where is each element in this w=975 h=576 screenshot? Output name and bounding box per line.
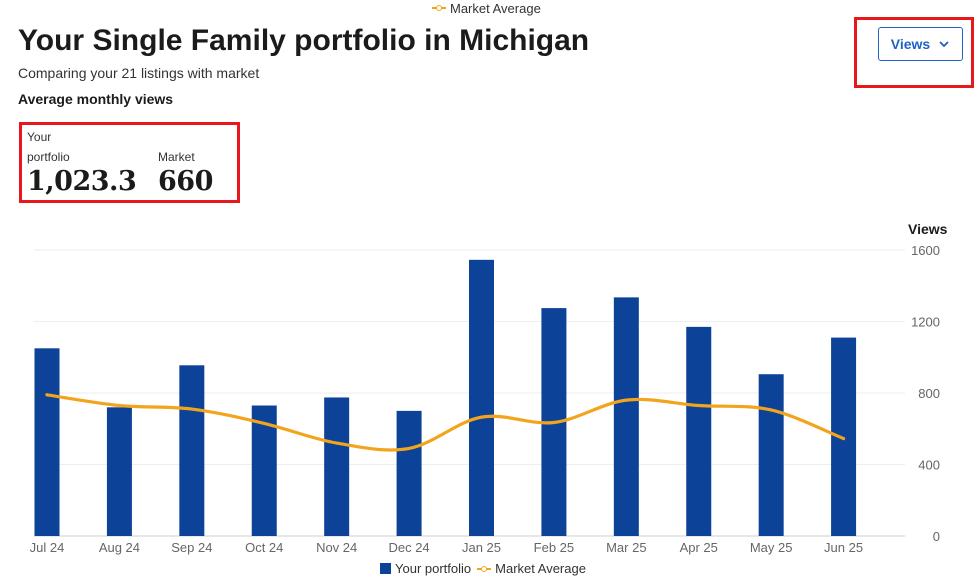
top-legend: Market Average [432, 0, 541, 16]
portfolio-bar [396, 410, 422, 536]
views-button-label: Views [890, 36, 931, 52]
portfolio-stat: Your portfolio 1,023.3 [27, 127, 137, 197]
x-tick-label: Dec 24 [388, 540, 429, 555]
views-dropdown-button[interactable]: Views [878, 27, 963, 61]
portfolio-stat-label-2: portfolio [27, 150, 70, 164]
market-point [45, 393, 49, 397]
y-axis-title: Views [908, 221, 948, 237]
market-point [697, 404, 701, 408]
x-tick-label: Jun 25 [824, 540, 863, 555]
portfolio-bar [686, 326, 712, 536]
market-point [769, 408, 773, 412]
portfolio-stat-value: 1,023.3 [27, 166, 137, 197]
market-stat-label: Market [158, 150, 195, 164]
market-point [842, 437, 846, 441]
y-tick-label: 800 [918, 386, 940, 401]
portfolio-bar [251, 405, 277, 536]
bottom-legend: Your portfolio Market Average [380, 561, 586, 576]
market-stat: Market 660 [158, 147, 213, 197]
views-highlight-box [854, 17, 974, 88]
chevron-down-icon [939, 41, 949, 48]
market-point [407, 446, 411, 450]
portfolio-stat-label-1: Your [27, 130, 52, 144]
legend-portfolio-label: Your portfolio [395, 561, 472, 576]
page-title: Your Single Family portfolio in Michigan [18, 24, 590, 57]
x-tick-label: Sep 24 [171, 540, 212, 555]
x-tick-label: Oct 24 [245, 540, 283, 555]
market-point [335, 441, 339, 445]
portfolio-bar [758, 374, 784, 536]
x-tick-label: Mar 25 [606, 540, 646, 555]
portfolio-bar [831, 337, 857, 536]
page-subtitle: Comparing your 21 listings with market [18, 65, 260, 81]
x-tick-label: Feb 25 [534, 540, 574, 555]
portfolio-bar [613, 297, 639, 536]
market-point [624, 398, 628, 402]
legend-item-portfolio[interactable]: Your portfolio [380, 561, 471, 576]
x-tick-label: Jul 24 [30, 540, 65, 555]
portfolio-bar [34, 348, 60, 536]
x-tick-label: May 25 [750, 540, 793, 555]
bar-legend-icon [380, 563, 391, 574]
x-tick-label: Aug 24 [99, 540, 140, 555]
x-tick-label: Nov 24 [316, 540, 357, 555]
x-tick-label: Apr 25 [680, 540, 718, 555]
portfolio-bar [324, 397, 350, 536]
legend-item-market[interactable]: Market Average [477, 561, 586, 576]
legend-market-label: Market Average [495, 561, 586, 576]
market-line-legend-icon [432, 3, 446, 13]
metric-label: Average monthly views [18, 91, 174, 107]
y-tick-label: 1600 [911, 243, 940, 258]
market-stat-value: 660 [158, 166, 213, 197]
market-line-legend-icon [477, 564, 492, 574]
y-tick-label: 400 [918, 458, 940, 473]
market-point [190, 407, 194, 411]
portfolio-bar [469, 259, 494, 536]
market-average-line [45, 393, 846, 452]
portfolio-bar [106, 407, 132, 536]
market-point [117, 404, 121, 408]
portfolio-bar [179, 365, 205, 536]
market-point [552, 420, 556, 424]
x-tick-label: Jan 25 [462, 540, 501, 555]
stats-highlight-box [19, 122, 240, 203]
y-tick-label: 1200 [911, 315, 940, 330]
market-point [480, 415, 483, 419]
market-point [262, 421, 266, 425]
y-tick-label: 0 [933, 529, 940, 544]
top-legend-market-label: Market Average [450, 0, 541, 16]
